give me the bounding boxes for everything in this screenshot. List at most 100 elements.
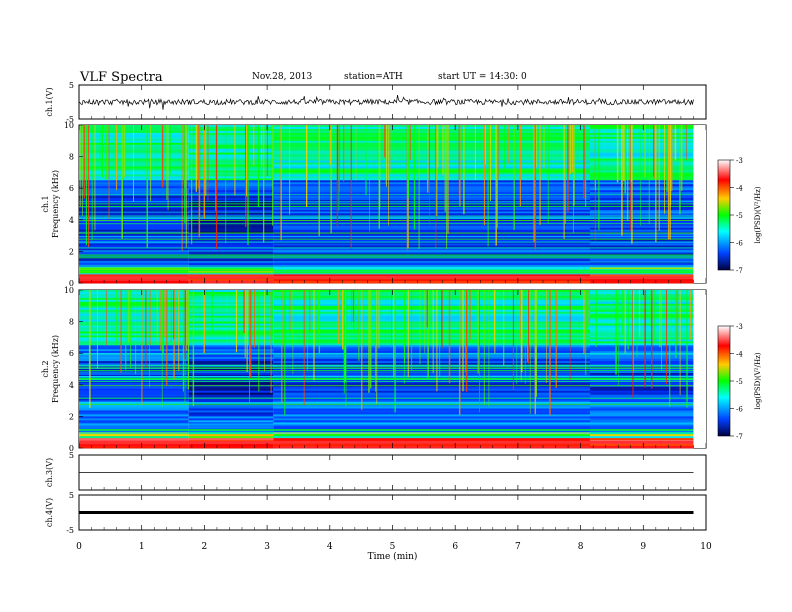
spectrogram-band <box>273 319 591 322</box>
spectrogram-band <box>590 223 694 227</box>
spectrogram-band <box>79 426 189 429</box>
spectrogram-band <box>273 313 591 317</box>
spectrogram-band <box>273 219 591 223</box>
spectrogram-band <box>79 325 189 328</box>
spectrogram-band <box>188 434 274 437</box>
spectrogram-band <box>273 265 591 268</box>
spectrogram-band <box>79 263 189 266</box>
spectrogram-band <box>188 204 274 207</box>
spectrogram-band <box>188 410 274 413</box>
spectrogram-band <box>79 209 189 213</box>
spectrogram-band <box>188 223 274 227</box>
spectrogram-band <box>273 225 591 229</box>
spectrogram-band <box>590 426 694 429</box>
spectrogram-band <box>273 136 591 140</box>
spectrogram-band <box>273 211 591 215</box>
spectrogram-band <box>273 400 591 403</box>
spectrogram-band <box>590 257 694 260</box>
spectrogram-band <box>590 217 694 221</box>
spectrogram-band <box>590 138 694 142</box>
spectrogram-band <box>590 424 694 427</box>
spectrogram-band <box>79 363 189 366</box>
spectrogram-band <box>188 239 274 242</box>
spectrogram-band <box>188 313 274 317</box>
spectrogram-band <box>273 369 591 372</box>
colorbar-tick-label: -6 <box>736 406 743 414</box>
spectrogram-band <box>273 229 591 233</box>
spectrogram-band <box>188 333 274 336</box>
spectrogram-band <box>590 337 694 340</box>
spectrogram-band <box>188 414 274 417</box>
spectrogram-band <box>590 408 694 411</box>
spectrogram-band <box>79 301 189 305</box>
spectrogram-band <box>590 416 694 419</box>
spectrogram-band <box>188 339 274 342</box>
spectrogram-band <box>188 303 274 307</box>
spectrogram-band <box>79 424 189 427</box>
spectrogram-band <box>273 198 591 201</box>
spectrogram-band <box>590 245 694 248</box>
spectrogram-band <box>273 164 591 167</box>
spectrogram-band <box>273 418 591 421</box>
y-axis-label: ch.4(V) <box>45 498 54 527</box>
spectrogram-band <box>590 186 694 189</box>
spectrogram-band <box>79 239 189 242</box>
spectrogram-band <box>590 259 694 262</box>
spectrogram-band <box>188 293 274 297</box>
colorbar-tick-label: -7 <box>736 433 743 441</box>
spectrogram-band <box>590 351 694 354</box>
spectrogram-band <box>188 125 274 128</box>
spectrogram-band <box>590 335 694 338</box>
spectrogram-band <box>273 166 591 169</box>
spectrogram-band <box>273 331 591 334</box>
spectrogram-band <box>79 410 189 413</box>
spectrogram-band <box>590 295 694 299</box>
spectrogram-band <box>273 434 591 437</box>
spectrogram-band <box>273 144 591 148</box>
spectrogram-band <box>188 438 274 441</box>
spectrogram-band <box>273 217 591 221</box>
spectrogram-band <box>188 215 274 219</box>
spectrogram-band <box>590 363 694 366</box>
spectrogram-band <box>590 211 694 215</box>
spectrogram-band <box>188 186 274 189</box>
spectrogram-band <box>79 359 189 362</box>
spectrogram-band <box>590 154 694 157</box>
spectrogram-band <box>590 239 694 242</box>
spectrogram-band <box>273 146 591 150</box>
spectrogram-band <box>273 180 591 183</box>
y-tick-label: 10 <box>64 121 74 130</box>
spectrogram-band <box>188 168 274 171</box>
spectrogram-band <box>590 172 694 175</box>
spectrogram-band <box>188 126 274 130</box>
spectrogram-band <box>273 194 591 197</box>
spectrogram-band <box>590 392 694 396</box>
spectrogram-band <box>188 323 274 326</box>
spectrogram-band <box>273 297 591 301</box>
spectrogram-band <box>79 241 189 244</box>
spectrogram-band <box>273 174 591 177</box>
spectrogram-band <box>590 251 694 254</box>
spectrogram-band <box>590 279 694 282</box>
spectrogram-band <box>590 355 694 358</box>
spectrogram-band <box>79 293 189 297</box>
spectrogram-band <box>188 444 274 447</box>
spectrogram-band <box>273 150 591 154</box>
spectrogram-band <box>590 400 694 403</box>
spectrogram-band <box>273 221 591 225</box>
spectrogram-band <box>79 422 189 425</box>
y-tick-label: 4 <box>69 216 74 225</box>
spectrogram-band <box>273 190 591 193</box>
spectrogram-band <box>188 140 274 144</box>
spectrogram-band <box>188 209 274 213</box>
spectrogram-band <box>273 200 591 203</box>
spectrogram-band <box>188 416 274 419</box>
spectrogram-band <box>273 372 591 376</box>
spectrogram-band <box>590 166 694 169</box>
spectrogram-band <box>590 136 694 140</box>
spectrogram-band <box>590 132 694 136</box>
spectrogram-band <box>273 178 591 181</box>
spectrogram-band <box>188 398 274 401</box>
spectrogram-band <box>79 418 189 421</box>
spectrogram-band <box>273 420 591 423</box>
